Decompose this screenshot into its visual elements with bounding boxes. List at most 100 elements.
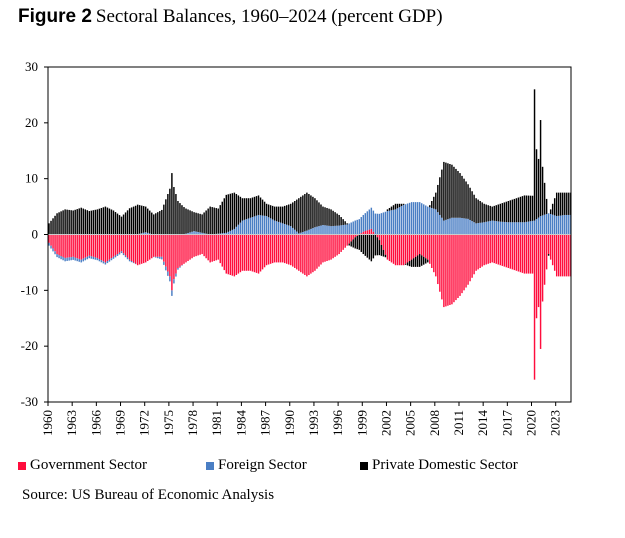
bar-private xyxy=(320,204,322,226)
bar-government xyxy=(269,234,272,264)
bar-government xyxy=(562,234,564,277)
bar-foreign xyxy=(279,222,282,235)
bar-private xyxy=(483,203,485,223)
bar-government xyxy=(435,234,437,277)
bar-private xyxy=(144,206,147,233)
bar-government xyxy=(52,234,54,249)
bar-private xyxy=(68,209,70,235)
bar-foreign xyxy=(324,225,326,235)
bar-government xyxy=(340,234,342,252)
bar-government xyxy=(443,234,445,308)
bar-foreign xyxy=(72,256,74,260)
bar-private xyxy=(427,259,429,263)
bar-government xyxy=(406,234,409,263)
bar-foreign xyxy=(451,217,453,235)
bar-government xyxy=(457,234,459,299)
bar-private xyxy=(392,205,395,210)
bar-private xyxy=(261,199,264,216)
bar-foreign xyxy=(364,213,367,232)
bar-government xyxy=(74,234,76,258)
bar-foreign xyxy=(261,215,264,235)
bar-private xyxy=(273,206,276,221)
bar-private xyxy=(195,212,197,232)
bar-foreign xyxy=(449,218,451,235)
bar-private xyxy=(181,205,183,235)
bar-foreign xyxy=(344,224,346,235)
bar-government xyxy=(535,234,538,319)
bar-government xyxy=(505,234,508,268)
bar-government xyxy=(310,234,312,274)
bar-government xyxy=(134,234,137,264)
bar-government xyxy=(227,234,230,275)
bar-foreign xyxy=(312,228,314,235)
bar-private xyxy=(286,205,288,225)
bar-government xyxy=(124,234,127,256)
bar-foreign xyxy=(144,232,147,235)
bar-private xyxy=(191,211,193,232)
bar-government xyxy=(86,234,89,257)
bar-government xyxy=(386,234,389,260)
bar-government xyxy=(136,234,139,266)
bar-foreign xyxy=(165,266,167,271)
bar-private xyxy=(344,221,346,225)
bar-foreign xyxy=(120,251,123,254)
bar-private xyxy=(414,256,417,267)
y-tick-label: 30 xyxy=(25,59,38,74)
bar-government xyxy=(56,234,58,255)
bar-private xyxy=(437,184,439,213)
bar-foreign xyxy=(235,226,238,235)
bar-private xyxy=(177,201,179,235)
bar-private xyxy=(290,203,292,227)
bar-foreign xyxy=(348,223,350,235)
bar-private xyxy=(562,192,564,216)
bar-foreign xyxy=(404,204,407,235)
bar-foreign xyxy=(517,222,520,235)
bar-private xyxy=(92,210,95,235)
bar-private xyxy=(169,188,171,235)
bar-private xyxy=(501,203,504,222)
bar-private xyxy=(245,198,248,220)
bar-government xyxy=(114,234,117,256)
bar-government xyxy=(177,234,179,268)
bar-private xyxy=(237,195,240,225)
bar-private xyxy=(566,192,568,215)
bar-private xyxy=(310,195,312,229)
bar-private xyxy=(439,177,441,215)
bar-private xyxy=(253,196,256,217)
bar-government xyxy=(473,234,475,275)
bar-foreign xyxy=(122,253,125,256)
bar-government xyxy=(255,234,258,273)
bar-private xyxy=(122,214,125,235)
bar-foreign xyxy=(378,213,381,235)
bar-government xyxy=(110,234,113,259)
bar-government xyxy=(78,234,80,259)
bar-government xyxy=(560,234,562,277)
bar-private xyxy=(271,205,274,220)
bar-private xyxy=(564,192,566,215)
bar-private xyxy=(362,234,365,255)
bar-foreign xyxy=(288,225,290,235)
bar-government xyxy=(60,234,62,256)
bar-foreign xyxy=(549,213,552,235)
bar-private xyxy=(197,213,199,232)
bar-government xyxy=(400,234,403,266)
bar-government xyxy=(495,234,497,264)
bar-government xyxy=(346,234,348,246)
bar-private xyxy=(479,201,481,223)
bar-private xyxy=(136,204,139,235)
bar-private xyxy=(217,208,219,234)
bar-foreign xyxy=(388,210,391,235)
bar-government xyxy=(298,234,300,271)
bar-foreign xyxy=(60,256,62,260)
bar-foreign xyxy=(249,217,252,235)
bar-foreign xyxy=(499,221,502,235)
bar-private xyxy=(70,210,72,235)
bar-government xyxy=(566,234,568,277)
bar-private xyxy=(453,166,455,218)
bar-foreign xyxy=(179,266,181,268)
bar-private xyxy=(449,164,451,219)
bar-foreign xyxy=(56,254,58,258)
bar-foreign xyxy=(322,225,324,235)
bar-government xyxy=(523,234,526,274)
bar-foreign xyxy=(241,220,244,235)
